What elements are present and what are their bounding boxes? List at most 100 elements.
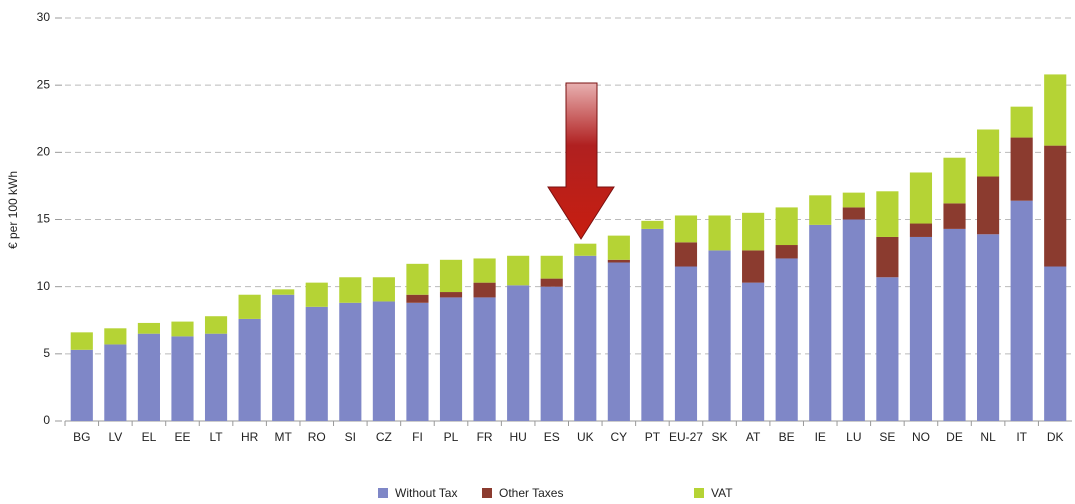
legend-label: Without Tax xyxy=(395,486,457,500)
legend-swatch xyxy=(694,488,704,498)
bar-segment xyxy=(439,259,463,293)
x-tick-label: EU-27 xyxy=(669,430,703,444)
bar-segment xyxy=(641,228,664,421)
x-tick-label: LU xyxy=(846,430,861,444)
bar-segment xyxy=(540,286,563,421)
bar-segment xyxy=(809,195,832,225)
x-tick-label: MT xyxy=(275,430,293,444)
bar-segment xyxy=(272,294,295,421)
x-tick-label: FI xyxy=(412,430,423,444)
y-tick-label: 0 xyxy=(43,413,50,427)
bar-segment xyxy=(70,349,93,421)
legend-swatch xyxy=(378,488,388,498)
bar-segment xyxy=(137,322,160,334)
x-tick-label: SE xyxy=(879,430,895,444)
plot-area: 0 5 10 15 20 25 30 BG LV EL EE LT HR MT RO SI CZ FI PL FR HU… xyxy=(37,10,1072,500)
x-tick-label: IT xyxy=(1016,430,1027,444)
bar-segment xyxy=(775,245,798,259)
bar-segment xyxy=(272,289,295,295)
arrow-annotation xyxy=(547,82,615,240)
bar-segment xyxy=(406,294,429,303)
bar-segment xyxy=(876,277,899,421)
bar-segment xyxy=(406,263,429,295)
bar-segment xyxy=(708,250,731,421)
bar-segment xyxy=(708,215,731,251)
bar-segment xyxy=(104,344,127,421)
bar-segment xyxy=(238,294,261,319)
bar-segment xyxy=(305,306,328,421)
bar-segment xyxy=(339,277,362,303)
x-tick-label: RO xyxy=(308,430,326,444)
legend-label: VAT xyxy=(711,486,733,500)
bar-segment xyxy=(204,316,228,334)
bar-segment xyxy=(1010,106,1033,138)
bar-segment xyxy=(943,228,966,421)
bar-segment xyxy=(305,282,328,307)
x-tick-label: DK xyxy=(1047,430,1064,444)
bar-segment xyxy=(1044,266,1067,421)
bar-segment xyxy=(943,203,966,229)
bar-segment xyxy=(842,219,865,421)
bar-segment xyxy=(507,285,530,421)
bar-segment xyxy=(775,207,798,246)
bar-segment xyxy=(137,333,160,421)
y-tick-label: 30 xyxy=(37,10,51,24)
y-tick-label: 15 xyxy=(37,212,51,226)
x-tick-label: NL xyxy=(980,430,996,444)
bar-segment xyxy=(204,333,228,421)
bar-segment xyxy=(372,277,395,302)
bar-segment xyxy=(171,336,194,421)
x-tick-label: ES xyxy=(544,430,560,444)
y-tick-label: 20 xyxy=(37,145,51,159)
x-tick-label: EL xyxy=(142,430,157,444)
bar-segment xyxy=(977,176,1000,235)
x-tick-label: HU xyxy=(509,430,526,444)
x-tick-label: AT xyxy=(746,430,761,444)
x-tick-label: UK xyxy=(577,430,594,444)
y-tick-label: 25 xyxy=(37,77,51,91)
x-tick-label: CY xyxy=(611,430,628,444)
bar-segment xyxy=(439,297,463,421)
bar-segment xyxy=(238,318,261,421)
bar-segment xyxy=(674,215,698,243)
bar-segment xyxy=(742,250,765,283)
bar-segment xyxy=(540,278,563,287)
x-tick-label: EE xyxy=(174,430,190,444)
bar-segment xyxy=(674,266,698,421)
bar-segment xyxy=(977,129,1000,177)
bar-segment xyxy=(473,258,496,283)
bar-segment xyxy=(909,236,933,421)
bar-segment xyxy=(775,258,798,421)
bar-segment xyxy=(540,255,563,279)
bar-segment xyxy=(406,302,429,421)
bar-segment xyxy=(674,242,698,267)
x-tick-label: SK xyxy=(712,430,728,444)
bar-segment xyxy=(574,243,597,256)
bar-segment xyxy=(1010,137,1033,201)
bar-segment xyxy=(943,157,966,204)
bar-segment xyxy=(339,302,362,421)
bar-segment xyxy=(70,332,93,350)
bar-segment xyxy=(473,282,496,298)
x-tick-label: LT xyxy=(209,430,223,444)
x-tick-label: FR xyxy=(477,430,493,444)
bar-segment xyxy=(171,321,194,337)
x-tick-label: CZ xyxy=(376,430,392,444)
bar-segment xyxy=(607,262,630,421)
y-tick-label: 10 xyxy=(37,279,51,293)
y-tick-label: 5 xyxy=(43,346,50,360)
x-tick-label: LV xyxy=(108,430,122,444)
bar-segment xyxy=(372,301,395,421)
legend-swatch xyxy=(482,488,492,498)
x-tick-label: HR xyxy=(241,430,259,444)
bar-segment xyxy=(909,223,933,237)
x-tick-label: DE xyxy=(946,430,963,444)
bar-segment xyxy=(473,297,496,421)
legend-label: Other Taxes xyxy=(499,486,563,500)
y-axis-label: € per 100 kWh xyxy=(6,171,20,249)
bar-segment xyxy=(742,282,765,421)
x-tick-label: PT xyxy=(645,430,661,444)
x-tick-label: NO xyxy=(912,430,930,444)
bar-segment xyxy=(876,236,899,278)
